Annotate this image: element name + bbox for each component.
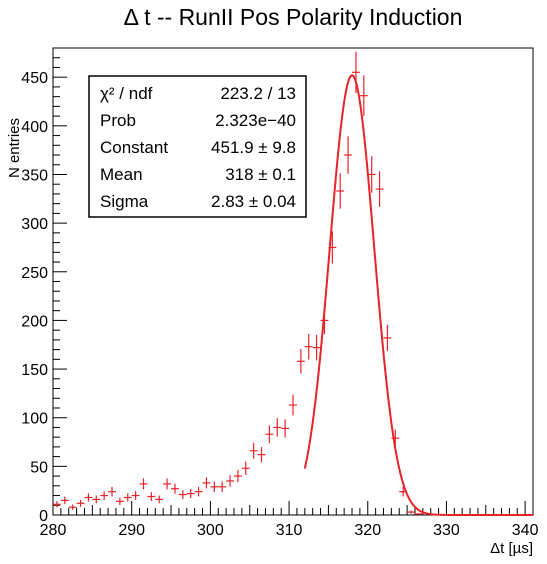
- y-tick-label: 0: [39, 508, 48, 525]
- data-point: [367, 156, 376, 193]
- stats-label: Constant: [100, 138, 168, 157]
- y-tick-label: 450: [21, 70, 48, 87]
- stats-box: χ² / ndf 223.2 / 13 Prob 2.323e−40 Const…: [88, 75, 307, 218]
- data-point: [359, 75, 368, 116]
- stats-box-frame: [88, 75, 307, 218]
- data-point: [273, 418, 282, 437]
- data-point: [131, 491, 140, 500]
- y-tick-label: 300: [21, 216, 48, 233]
- gaussian-fit-curve: [303, 74, 533, 516]
- x-tick-label: 330: [433, 522, 460, 539]
- data-point: [178, 490, 187, 500]
- data-point: [336, 173, 345, 209]
- y-tick-label: 100: [21, 411, 48, 428]
- data-point: [383, 324, 392, 352]
- data-point: [202, 477, 211, 489]
- data-point: [68, 504, 77, 510]
- axis-ticks: 280 290 300 310 320 330 340 0 50 100 150 200 250 300 3…: [21, 47, 539, 539]
- data-point: [296, 349, 305, 374]
- y-axis-label: N entries: [6, 118, 23, 178]
- data-point: [186, 489, 195, 499]
- data-point: [76, 499, 85, 507]
- stats-label: Mean: [100, 165, 143, 184]
- y-tick-label: 50: [30, 459, 48, 476]
- data-point: [171, 483, 179, 494]
- data-point: [233, 469, 242, 483]
- y-tick-label: 200: [21, 313, 48, 330]
- data-point: [139, 478, 148, 490]
- data-point: [257, 446, 266, 463]
- data-point: [123, 493, 132, 502]
- data-point: [210, 481, 219, 493]
- data-point: [155, 495, 164, 504]
- x-tick-label: 280: [40, 522, 67, 539]
- x-tick-label: 290: [118, 522, 145, 539]
- data-points: [53, 51, 423, 515]
- data-point: [194, 486, 203, 497]
- data-point: [352, 51, 360, 94]
- stats-label: Prob: [100, 111, 136, 130]
- x-tick-label: 300: [197, 522, 224, 539]
- data-point: [344, 136, 353, 174]
- data-point: [60, 496, 69, 505]
- data-point: [53, 501, 61, 508]
- y-tick-label: 400: [21, 119, 48, 136]
- x-tick-label: 320: [354, 522, 381, 539]
- stats-value: 451.9 ± 9.8: [211, 138, 296, 157]
- data-point: [226, 475, 234, 487]
- x-tick-label: 340: [512, 522, 539, 539]
- stats-value: 318 ± 0.1: [225, 165, 296, 184]
- x-axis-label: Δt [µs]: [490, 540, 533, 557]
- y-tick-label: 250: [21, 265, 48, 282]
- data-point: [414, 513, 423, 515]
- stats-label: χ² / ndf: [100, 84, 153, 103]
- stats-value: 223.2 / 13: [220, 84, 296, 103]
- data-point: [108, 486, 116, 497]
- y-tick-label: 350: [21, 167, 48, 184]
- data-point: [312, 334, 321, 361]
- data-point: [147, 492, 156, 501]
- data-point: [84, 493, 93, 502]
- data-point: [304, 333, 313, 360]
- data-point: [265, 425, 274, 444]
- data-point: [289, 394, 297, 416]
- data-point: [407, 510, 415, 514]
- data-point: [115, 497, 124, 505]
- data-point: [163, 478, 172, 490]
- y-tick-label: 150: [21, 362, 48, 379]
- stats-value: 2.323e−40: [215, 111, 296, 130]
- stats-label: Sigma: [100, 192, 149, 211]
- chart-title: Δ t -- RunII Pos Polarity Induction: [124, 4, 463, 30]
- data-point: [375, 171, 384, 207]
- data-point: [281, 419, 290, 438]
- data-point: [100, 491, 109, 500]
- data-point: [249, 442, 258, 459]
- data-point: [92, 495, 101, 504]
- data-point: [218, 481, 227, 493]
- data-point: [241, 461, 250, 476]
- stats-value: 2.83 ± 0.04: [211, 192, 296, 211]
- x-tick-label: 310: [276, 522, 303, 539]
